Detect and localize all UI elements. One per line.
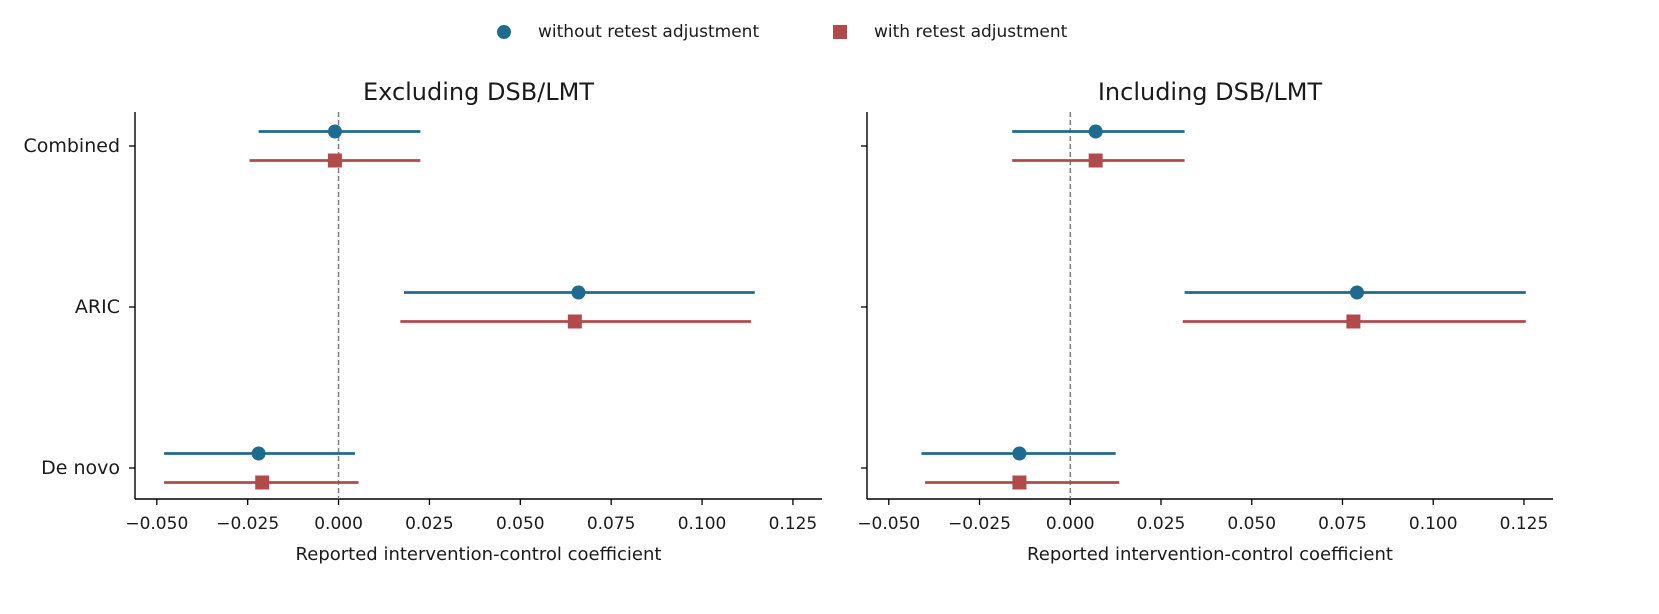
x-tick-label: 0.075 [1318, 514, 1367, 534]
x-tick-label: 0.000 [314, 514, 363, 534]
x-tick-label: 0.050 [496, 514, 545, 534]
x-tick-label: 0.100 [678, 514, 727, 534]
x-tick-label: −0.050 [857, 514, 920, 534]
legend-label: without retest adjustment [538, 22, 759, 42]
estimate-point-square [1088, 153, 1103, 168]
x-tick-label: 0.125 [769, 514, 818, 534]
x-tick-label: −0.025 [948, 514, 1011, 534]
x-axis-label: Reported intervention-control coefficien… [296, 544, 662, 565]
x-tick-label: 0.025 [1137, 514, 1186, 534]
legend-label: with retest adjustment [874, 22, 1068, 42]
panel-title: Excluding DSB/LMT [363, 78, 594, 106]
x-tick-label: 0.075 [587, 514, 636, 534]
panel-excluding: Excluding DSB/LMT −0.050 −0.025 0.000 0.025 0… [23, 78, 822, 565]
y-tick-label: ARIC [75, 296, 120, 318]
estimate-point-square [327, 153, 342, 168]
panel-title: Including DSB/LMT [1098, 78, 1323, 106]
legend-marker-circle [497, 25, 511, 39]
estimate-point-square [1012, 475, 1027, 490]
x-tick-label: −0.025 [216, 514, 279, 534]
estimate-point-square [567, 314, 582, 329]
estimate-point-circle [1350, 285, 1364, 300]
x-tick-label: −0.050 [125, 514, 188, 534]
estimate-point-circle [1088, 124, 1103, 139]
legend-marker-square [833, 25, 847, 39]
estimate-point-circle [327, 124, 342, 139]
estimate-point-circle [571, 285, 586, 300]
x-tick-label: 0.000 [1046, 514, 1095, 534]
estimate-point-square [255, 475, 270, 490]
x-tick-label: 0.125 [1500, 514, 1549, 534]
estimate-point-circle [1012, 446, 1027, 461]
x-tick-label: 0.100 [1409, 514, 1458, 534]
x-tick-label: 0.025 [405, 514, 454, 534]
estimate-point-square [1346, 314, 1361, 329]
estimate-point-circle [251, 446, 266, 461]
x-tick-label: 0.050 [1227, 514, 1276, 534]
panel-including: Including DSB/LMT −0.050 −0.025 0.000 0.025 0… [857, 78, 1553, 565]
y-tick-label: De novo [41, 457, 120, 479]
legend: without retest adjustment with retest adj… [497, 22, 1068, 42]
x-axis-label: Reported intervention-control coefficien… [1027, 544, 1393, 565]
y-tick-label: Combined [23, 135, 120, 157]
